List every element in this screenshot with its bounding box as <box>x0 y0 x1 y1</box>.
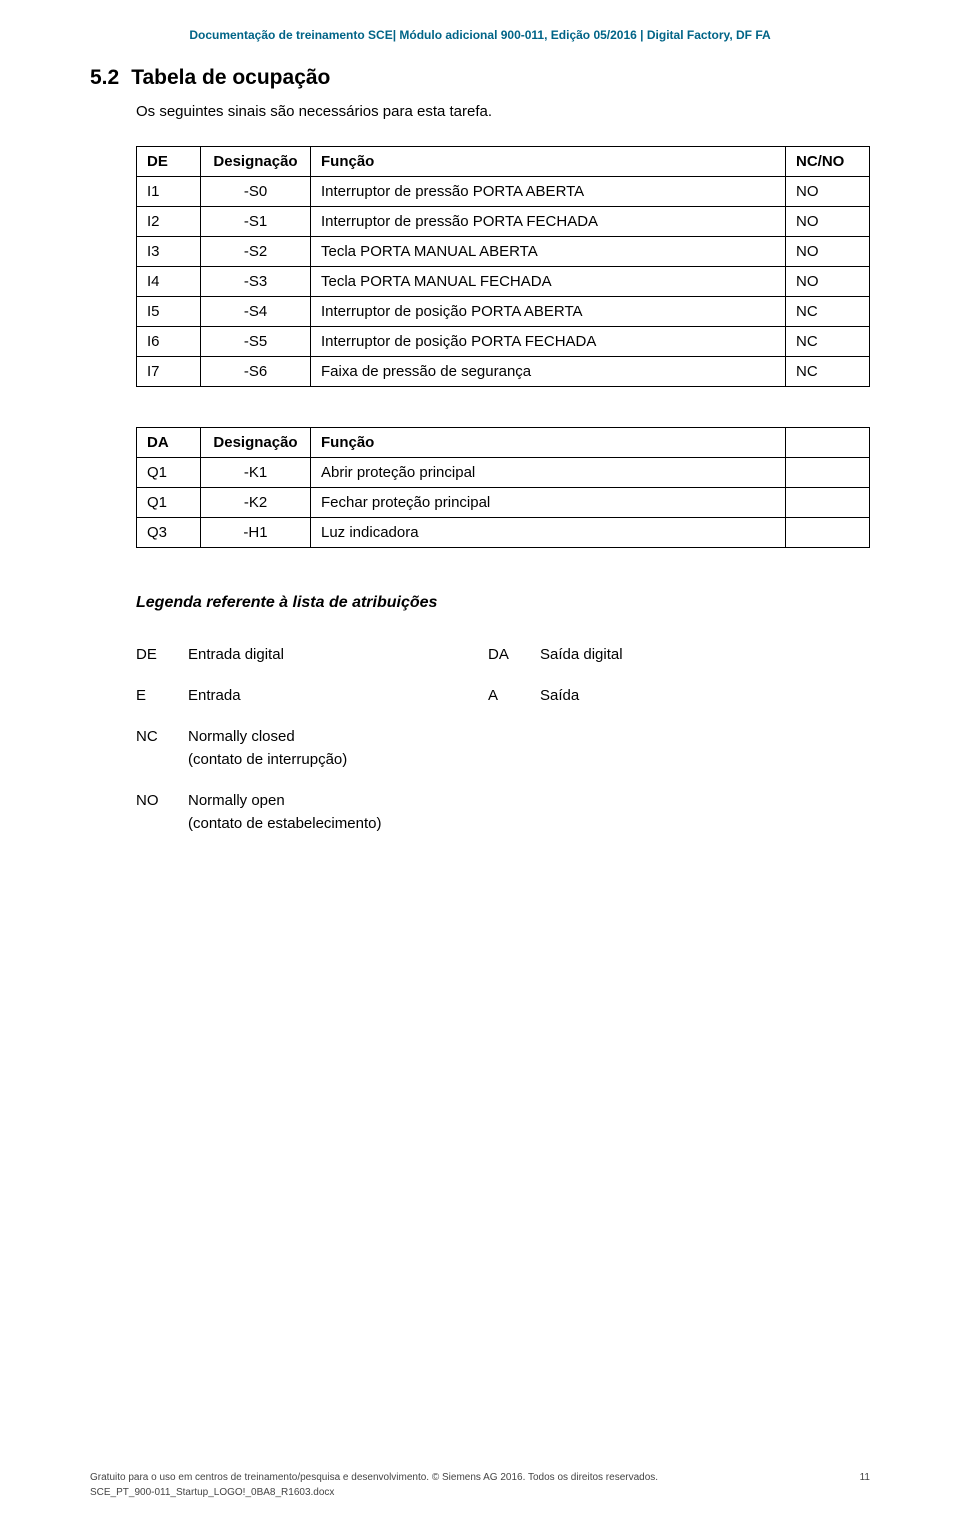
page-number: 11 <box>860 1472 870 1483</box>
legend-sub: (contato de interrupção) <box>188 751 870 768</box>
section-heading: 5.2 Tabela de ocupação <box>90 66 870 90</box>
th-designacao2: Designação <box>201 428 311 458</box>
table-row: I5-S4Interruptor de posição PORTA ABERTA… <box>137 297 870 327</box>
th-empty <box>786 428 870 458</box>
table-row: I7-S6Faixa de pressão de segurançaNC <box>137 357 870 387</box>
th-da: DA <box>137 428 201 458</box>
legend-row: DE Entrada digital DA Saída digital <box>136 646 870 663</box>
table-row: I2-S1Interruptor de pressão PORTA FECHAD… <box>137 207 870 237</box>
th-funcao2: Função <box>311 428 786 458</box>
table-outputs: DA Designação Função Q1-K1Abrir proteção… <box>136 427 870 548</box>
table-inputs: DE Designação Função NC/NO I1-S0Interrup… <box>136 146 870 387</box>
doc-header: Documentação de treinamento SCE| Módulo … <box>90 28 870 42</box>
section-number: 5.2 <box>90 66 119 90</box>
th-ncno: NC/NO <box>786 147 870 177</box>
table-row: I6-S5Interruptor de posição PORTA FECHAD… <box>137 327 870 357</box>
table-row: DE Designação Função NC/NO <box>137 147 870 177</box>
legend-row: E Entrada A Saída <box>136 687 870 704</box>
legend-sub: (contato de estabelecimento) <box>188 815 870 832</box>
table-row: I1-S0Interruptor de pressão PORTA ABERTA… <box>137 177 870 207</box>
footer: Gratuito para o uso em centros de treina… <box>90 1472 870 1498</box>
intro-text: Os seguintes sinais são necessários para… <box>136 100 870 124</box>
th-designacao: Designação <box>201 147 311 177</box>
section-title: Tabela de ocupação <box>131 66 330 90</box>
footer-docref: SCE_PT_900-011_Startup_LOGO!_0BA8_R1603.… <box>90 1487 870 1498</box>
th-de: DE <box>137 147 201 177</box>
table-row: Q1-K1Abrir proteção principal <box>137 458 870 488</box>
legend-row: NC Normally closed <box>136 728 870 745</box>
table-row: Q3-H1Luz indicadora <box>137 518 870 548</box>
table-row: I3-S2Tecla PORTA MANUAL ABERTANO <box>137 237 870 267</box>
table-row: Q1-K2Fechar proteção principal <box>137 488 870 518</box>
th-funcao: Função <box>311 147 786 177</box>
table-row: I4-S3Tecla PORTA MANUAL FECHADANO <box>137 267 870 297</box>
legend-title: Legenda referente à lista de atribuições <box>136 594 870 612</box>
legend-row: NO Normally open <box>136 792 870 809</box>
table-row: DA Designação Função <box>137 428 870 458</box>
footer-text: Gratuito para o uso em centros de treina… <box>90 1472 658 1483</box>
legend: DE Entrada digital DA Saída digital E En… <box>136 646 870 832</box>
